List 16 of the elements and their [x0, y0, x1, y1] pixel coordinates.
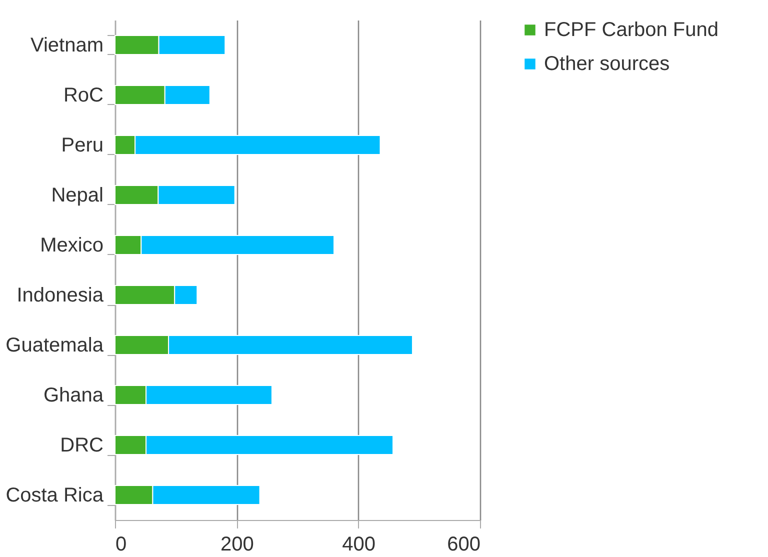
y-tick-label: Indonesia [16, 284, 104, 306]
y-tick-label: Costa Rica [6, 484, 104, 506]
x-tick-label: 400 [342, 534, 376, 556]
y-tick-label: Guatemala [6, 334, 104, 356]
y-tick-label: RoC [63, 84, 104, 106]
y-tick-label: Mexico [40, 234, 104, 256]
y-tick-label: Nepal [51, 184, 104, 206]
y-tick-label: Vietnam [30, 34, 104, 56]
legend-label: Other sources [544, 53, 670, 75]
x-tick-label: 200 [220, 534, 254, 556]
legend-label: FCPF Carbon Fund [544, 19, 719, 41]
y-tick-label: Peru [61, 134, 104, 156]
y-tick-label: DRC [60, 434, 104, 456]
y-tick-label: Ghana [43, 384, 104, 406]
x-tick-label: 0 [116, 534, 127, 556]
x-tick-label: 600 [447, 534, 480, 556]
